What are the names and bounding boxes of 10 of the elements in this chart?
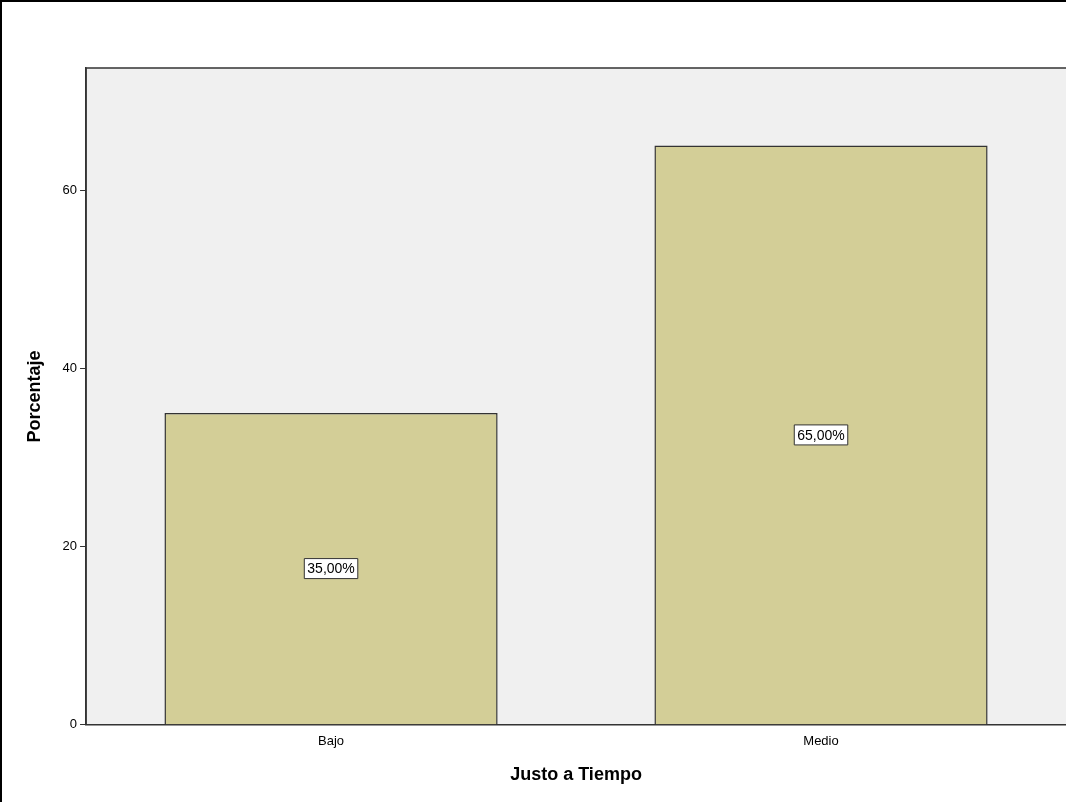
data-label: 35,00%: [307, 560, 355, 577]
y-tick-label: 60: [62, 181, 78, 197]
y-tick-label: 20: [62, 538, 78, 554]
data-label: 65,00%: [797, 426, 845, 443]
x-tick-label: Medio: [803, 733, 839, 749]
x-axis-title: Justo a Tiempo: [510, 764, 642, 785]
y-tick-label: 0: [69, 716, 78, 732]
x-tick-label: Bajo: [318, 733, 345, 749]
y-axis-title: Porcentaje: [23, 350, 44, 443]
y-tick-label: 40: [62, 359, 78, 375]
